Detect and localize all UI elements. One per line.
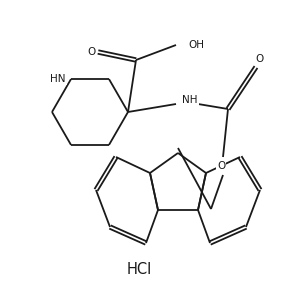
Text: HCl: HCl	[126, 263, 152, 277]
Text: O: O	[256, 54, 264, 64]
Text: HN: HN	[50, 74, 66, 84]
Text: O: O	[87, 47, 95, 57]
Text: OH: OH	[188, 40, 204, 50]
Text: O: O	[217, 161, 225, 171]
Text: NH: NH	[182, 95, 198, 105]
